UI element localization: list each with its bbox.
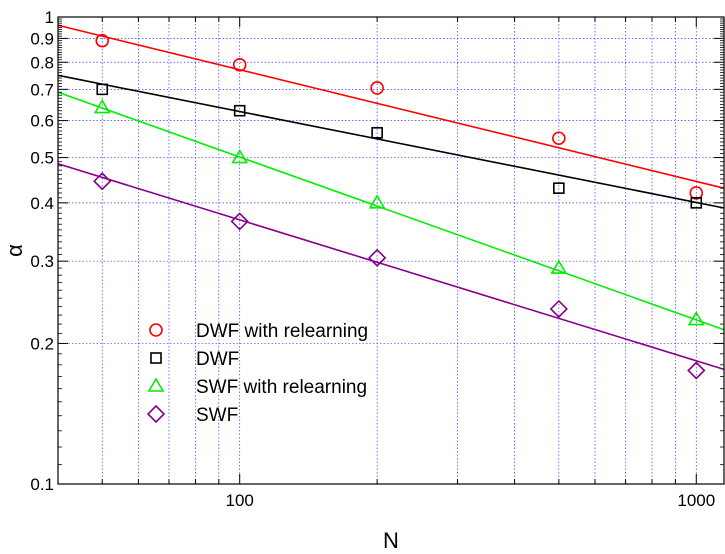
plot-frame (57, 16, 725, 485)
dwf-point (553, 182, 565, 194)
swf-point (230, 212, 249, 231)
swf-fit-line (57, 162, 725, 371)
y-tick-label: 0.8 (30, 53, 54, 72)
swf-legend-marker (146, 404, 166, 424)
dwf-point (233, 104, 246, 117)
y-tick-label: 0.5 (30, 149, 54, 168)
dwf-with-relearning-point (232, 58, 247, 72)
y-tick-label: 0.1 (30, 475, 54, 494)
axis-ticks: 100 1000 0.1 0.2 0.3 0.4 0.5 0.6 0.7 0.8 0.9 1 (30, 8, 724, 510)
y-tick-label: 0.3 (30, 252, 54, 271)
swf-with-relearning-fit-line (57, 91, 725, 331)
dwf-with-relearning-point (689, 186, 704, 200)
swf-point (687, 361, 706, 380)
swf-with-relearning-point (550, 259, 568, 274)
x-tick-label: 1000 (677, 491, 715, 510)
swf-with-relearning-point (687, 310, 705, 326)
dwf-legend-label: DWF (196, 349, 239, 370)
dwf-with-relearning-fit-line (57, 24, 725, 189)
swf-with-relearning-legend-label: SWF with relearning (196, 377, 367, 398)
swf-point (368, 248, 387, 267)
legend: DWF with relearning DWF SWF with relearnin… (146, 321, 368, 426)
y-tick-label: 0.9 (30, 29, 54, 48)
dwf-with-relearning-legend-marker (149, 323, 163, 337)
swf-point (93, 172, 112, 191)
data-markers (93, 33, 706, 380)
swf-with-relearning-legend-marker (147, 377, 165, 392)
y-tick-label: 0.7 (30, 80, 54, 99)
y-axis-title: α (2, 244, 27, 257)
grid (57, 17, 724, 485)
swf-with-relearning-point (231, 148, 249, 164)
dwf-point (371, 126, 383, 139)
swf-legend-label: SWF (196, 405, 238, 426)
dwf-point (96, 83, 109, 96)
y-tick-label: 0.4 (30, 194, 54, 213)
swf-with-relearning-point (368, 194, 386, 209)
y-tick-label: 0.2 (30, 334, 54, 353)
dwf-point (690, 197, 703, 209)
dwf-fit-line (57, 74, 725, 209)
fit-lines (57, 24, 725, 371)
swf-with-relearning-point (93, 98, 111, 114)
swf-point (549, 299, 568, 319)
dwf-with-relearning-point (370, 81, 384, 95)
dwf-legend-marker (150, 352, 162, 364)
dwf-with-relearning-point (95, 33, 110, 48)
x-tick-label: 100 (226, 491, 254, 510)
dwf-with-relearning-point (552, 131, 566, 146)
y-tick-label: 0.6 (30, 112, 54, 131)
dwf-with-relearning-legend-label: DWF with relearning (196, 321, 368, 342)
x-axis-title: N (383, 528, 399, 553)
y-tick-label: 1 (45, 8, 54, 27)
